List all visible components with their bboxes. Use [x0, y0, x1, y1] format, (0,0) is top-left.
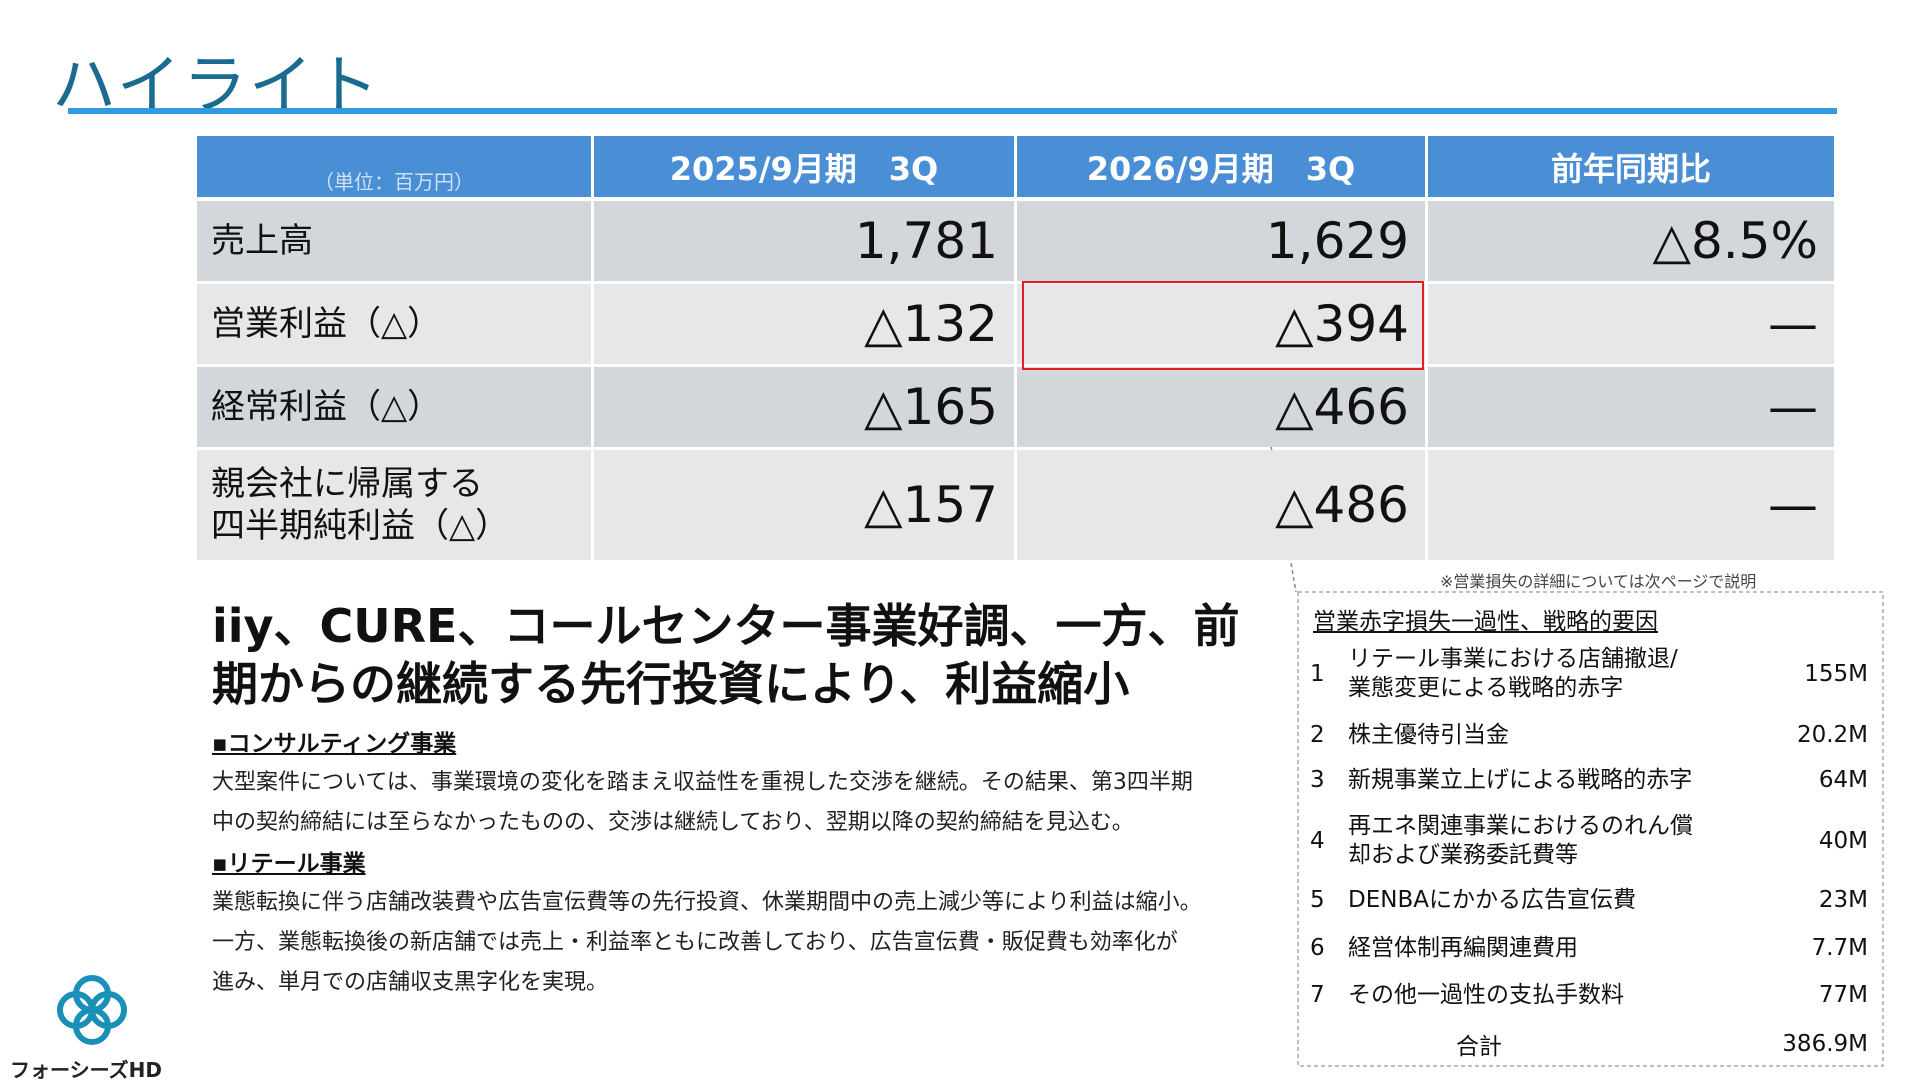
footnote: ※営業損失の詳細については次ページで説明 — [1440, 572, 1757, 591]
section-heading: ▪コンサルティング事業 — [212, 731, 457, 757]
loss-amount: 23M — [1818, 887, 1868, 913]
row-label: 売上高 — [197, 201, 591, 281]
loss-amount: 20.2M — [1796, 722, 1868, 748]
title-rule — [68, 108, 1837, 114]
loss-no: 5 — [1310, 887, 1325, 913]
loss-no: 2 — [1310, 722, 1325, 748]
loss-label: 再エネ関連事業におけるのれん償 却および業務委託費等 — [1348, 813, 1693, 868]
headline: 期からの継続する先行投資により、利益縮小 — [212, 657, 1130, 711]
loss-total-label: 合計 — [1456, 1034, 1502, 1060]
row-value: — — [1428, 284, 1834, 364]
headline: iiy、CURE、コールセンター事業好調、一方、前 — [212, 599, 1240, 653]
row-value: — — [1428, 450, 1834, 560]
row-label: 営業利益（△） — [197, 284, 591, 364]
row-value: △132 — [594, 284, 1014, 364]
body-text: 一方、業態転換後の新店舗では売上・利益率ともに改善しており、広告宣伝費・販促費も… — [212, 930, 1178, 955]
loss-no: 3 — [1310, 767, 1325, 793]
loss-label: 経営体制再編関連費用 — [1348, 934, 1578, 961]
loss-label: 株主優待引当金 — [1348, 721, 1509, 748]
row-value: △394 — [1017, 284, 1425, 364]
loss-amount: 7.7M — [1811, 935, 1868, 961]
row-value: △466 — [1017, 367, 1425, 447]
loss-label: DENBAにかかる広告宣伝費 — [1348, 886, 1636, 913]
body-text: 進み、単月での店舗収支黒字化を実現。 — [212, 970, 609, 995]
loss-amount: 77M — [1818, 982, 1868, 1008]
logo-text: フォーシーズHD — [10, 1058, 162, 1080]
loss-box — [1297, 591, 1884, 1067]
loss-total: 386.9M — [1782, 1031, 1868, 1057]
row-label: 経常利益（△） — [197, 367, 591, 447]
header-cell: 前年同期比 — [1428, 136, 1834, 197]
header-cell: （単位：百万円） — [197, 136, 591, 197]
row-value: △165 — [594, 367, 1014, 447]
row-value: △157 — [594, 450, 1014, 560]
row-value: 1,629 — [1017, 201, 1425, 281]
logo-mark — [57, 975, 127, 1045]
loss-no: 4 — [1310, 828, 1325, 854]
loss-label: リテール事業における店舗撤退/ 業態変更による戦略的赤字 — [1348, 646, 1678, 701]
row-value: — — [1428, 367, 1834, 447]
loss-no: 6 — [1310, 935, 1325, 961]
loss-label: 新規事業立上げによる戦略的赤字 — [1348, 766, 1693, 793]
loss-amount: 64M — [1818, 767, 1868, 793]
body-text: 中の契約締結には至らなかったものの、交渉は継続しており、翌期以降の契約締結を見込… — [212, 810, 1134, 835]
row-value: 1,781 — [594, 201, 1014, 281]
body-text: 大型案件については、事業環境の変化を踏まえ収益性を重視した交渉を継続。その結果、… — [212, 770, 1193, 795]
loss-label: その他一過性の支払手数料 — [1348, 981, 1624, 1008]
loss-no: 1 — [1310, 661, 1325, 687]
body-text: 業態転換に伴う店舗改装費や広告宣伝費等の先行投資、休業期間中の売上減少等により利… — [212, 890, 1202, 915]
loss-no: 7 — [1310, 982, 1325, 1008]
loss-amount: 40M — [1818, 828, 1868, 854]
loss-amount: 155M — [1804, 661, 1868, 687]
row-value: △486 — [1017, 450, 1425, 560]
section-heading: ▪リテール事業 — [212, 851, 366, 877]
header-cell: 2026/9月期 3Q — [1017, 136, 1425, 197]
loss-title: 営業赤字損失一過性、戦略的要因 — [1313, 609, 1658, 635]
row-label: 親会社に帰属する 四半期純利益（△） — [197, 450, 591, 560]
header-cell: 2025/9月期 3Q — [594, 136, 1014, 197]
highlight-box — [1022, 281, 1424, 370]
row-value: △8.5% — [1428, 201, 1834, 281]
